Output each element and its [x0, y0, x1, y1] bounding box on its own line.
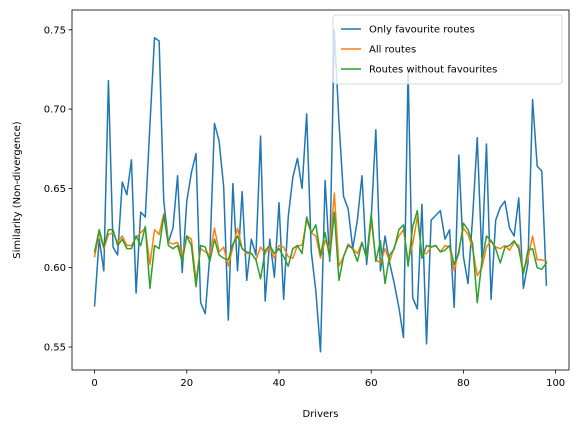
legend-label-1: Only favourite routes: [369, 25, 475, 36]
x-tick-label: 40: [273, 378, 286, 389]
legend-box: [332, 14, 563, 85]
y-tick-label: 0.75: [44, 25, 66, 36]
y-tick-label: 0.65: [44, 184, 66, 195]
x-tick-label: 100: [546, 378, 565, 389]
series-line-3: [93, 209, 548, 304]
plot-lines: [93, 29, 548, 353]
legend-label-3: Routes without favourites: [369, 65, 497, 76]
axes-frame: [71, 9, 570, 371]
y-axis-ticks: 0.55 0.60 0.65 0.70 0.75: [44, 25, 72, 354]
y-tick-label: 0.70: [44, 105, 66, 116]
x-tick-label: 80: [457, 378, 470, 389]
x-tick-label: 20: [180, 378, 193, 389]
x-axis-ticks: 0 20 40 60 80 100: [91, 370, 565, 389]
series-line-2: [93, 192, 548, 282]
legend-items: Only favourite routes All routes Routes wi…: [341, 25, 497, 76]
y-axis-label: Similarity (Non-divergence): [12, 121, 23, 259]
x-axis-label: Drivers: [303, 409, 339, 420]
legend: Only favourite routes All routes Routes wi…: [332, 14, 563, 85]
y-tick-label: 0.55: [44, 343, 66, 354]
y-tick-label: 0.60: [44, 263, 66, 274]
x-tick-label: 0: [91, 378, 97, 389]
legend-label-2: All routes: [369, 45, 416, 56]
x-tick-label: 60: [365, 378, 378, 389]
